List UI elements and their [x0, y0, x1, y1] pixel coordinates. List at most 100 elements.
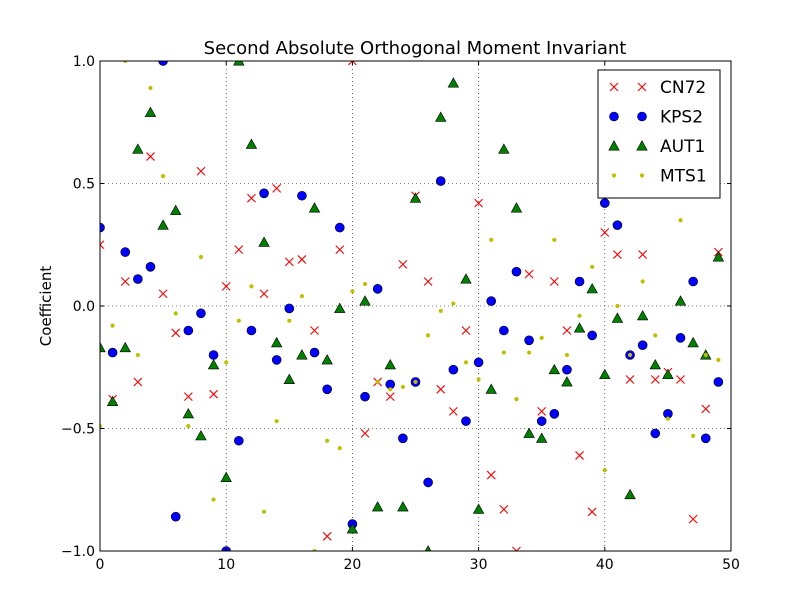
data-point-circle-marker [133, 274, 143, 284]
y-axis-label: Coefficient [37, 266, 55, 347]
data-point-circle-marker [473, 357, 484, 368]
data-point-x-marker [587, 507, 597, 517]
data-point-dot-marker [224, 360, 229, 365]
data-point-x-marker [609, 82, 619, 92]
data-point-x-marker [638, 250, 648, 259]
data-point-circle-marker [688, 276, 698, 287]
data-point-circle-marker [398, 433, 408, 444]
data-point-triangle-marker [321, 354, 333, 365]
data-point-x-marker [284, 257, 294, 267]
data-point-triangle-marker [334, 302, 346, 313]
data-point-dot-marker [602, 468, 607, 473]
data-point-circle-marker [574, 276, 585, 287]
data-point-dot-marker [312, 548, 317, 551]
data-point-x-marker [398, 259, 408, 269]
data-point-circle-marker [536, 416, 547, 426]
data-point-x-marker [385, 392, 395, 402]
x-tick-label: 40 [596, 557, 614, 573]
x-tick-label: 10 [217, 557, 235, 573]
data-point-dot-marker [426, 333, 431, 338]
data-point-dot-marker [161, 174, 166, 179]
data-point-triangle-marker [687, 336, 699, 348]
data-point-triangle-marker [674, 295, 687, 306]
data-point-dot-marker [110, 323, 115, 328]
data-point-x-marker [196, 166, 206, 176]
data-point-triangle-marker [611, 312, 624, 323]
data-point-dot-marker [665, 416, 671, 421]
data-point-circle-marker [183, 325, 194, 336]
data-point-x-marker [221, 282, 231, 291]
data-point-x-marker [183, 392, 193, 402]
data-point-x-marker [348, 61, 357, 66]
data-point-x-marker [461, 326, 471, 335]
data-point-dot-marker [438, 308, 443, 313]
data-point-x-marker [423, 277, 433, 286]
data-point-triangle-marker [308, 202, 321, 213]
data-point-x-marker [448, 406, 458, 416]
data-point-circle-marker [675, 333, 686, 343]
data-point-dot-marker [350, 289, 355, 294]
data-point-x-marker [322, 531, 332, 541]
data-point-x-marker [100, 240, 105, 250]
y-tick-label: −0.5 [61, 422, 95, 438]
data-point-circle-marker [334, 222, 345, 233]
data-point-dot-marker [413, 379, 418, 385]
data-point-triangle-marker [346, 523, 359, 534]
data-point-triangle-marker [485, 383, 497, 394]
data-point-dot-marker [261, 509, 267, 514]
data-point-triangle-marker [435, 111, 447, 122]
data-point-circle-marker [587, 330, 597, 341]
data-point-triangle-marker [100, 341, 106, 353]
data-point-triangle-marker [283, 373, 296, 384]
data-point-triangle-marker [296, 349, 308, 360]
data-point-dot-marker [236, 318, 241, 323]
data-point-x-marker [146, 152, 155, 161]
data-point-triangle-marker [649, 358, 661, 370]
data-point-x-marker [575, 451, 584, 460]
data-point-x-marker [133, 377, 143, 387]
data-point-circle-marker [461, 416, 471, 426]
data-point-triangle-marker [636, 309, 649, 321]
data-point-circle-marker [448, 364, 459, 375]
data-point-triangle-marker [510, 202, 523, 213]
data-point-triangle-marker [384, 358, 396, 370]
data-point-dot-marker [287, 318, 292, 323]
data-point-dot-marker [451, 301, 456, 306]
data-point-triangle-marker [447, 77, 460, 88]
data-point-triangle-marker [712, 251, 725, 262]
data-point-dot-marker [627, 352, 633, 358]
data-point-circle-marker [196, 308, 206, 319]
chart-title: Second Absolute Orthogonal Moment Invari… [204, 38, 627, 59]
data-point-circle-marker [271, 355, 282, 365]
data-point-circle-marker [170, 511, 181, 522]
data-point-dot-marker [325, 438, 330, 443]
legend-label: AUT1 [660, 137, 705, 157]
data-point-circle-marker [435, 176, 446, 186]
data-point-triangle-marker [207, 358, 220, 370]
data-point-circle-marker [297, 190, 307, 201]
data-point-triangle-marker [472, 503, 485, 514]
y-tick-label: −1.0 [61, 544, 95, 560]
data-point-dot-marker [501, 350, 506, 355]
data-point-triangle-marker [460, 273, 472, 284]
data-point-dot-marker [400, 384, 405, 389]
data-point-x-marker [688, 514, 698, 524]
data-point-dot-marker [148, 85, 153, 91]
data-point-x-marker [499, 504, 509, 514]
data-point-dot-marker [249, 284, 254, 289]
data-point-x-marker [637, 82, 647, 92]
data-point-dot-marker [526, 350, 532, 355]
data-point-dot-marker [299, 294, 305, 299]
data-point-dot-marker [173, 311, 178, 316]
legend-item: AUT1 [608, 137, 705, 157]
data-point-triangle-marker [397, 501, 409, 512]
data-point-circle-marker [609, 111, 619, 122]
data-point-x-marker [360, 429, 370, 438]
data-point-dot-marker [123, 61, 128, 64]
data-point-circle-marker [372, 284, 383, 294]
data-point-dot-marker [211, 497, 216, 502]
data-point-dot-marker [678, 218, 683, 223]
data-point-x-marker [676, 375, 685, 384]
data-point-dot-marker [198, 254, 204, 260]
